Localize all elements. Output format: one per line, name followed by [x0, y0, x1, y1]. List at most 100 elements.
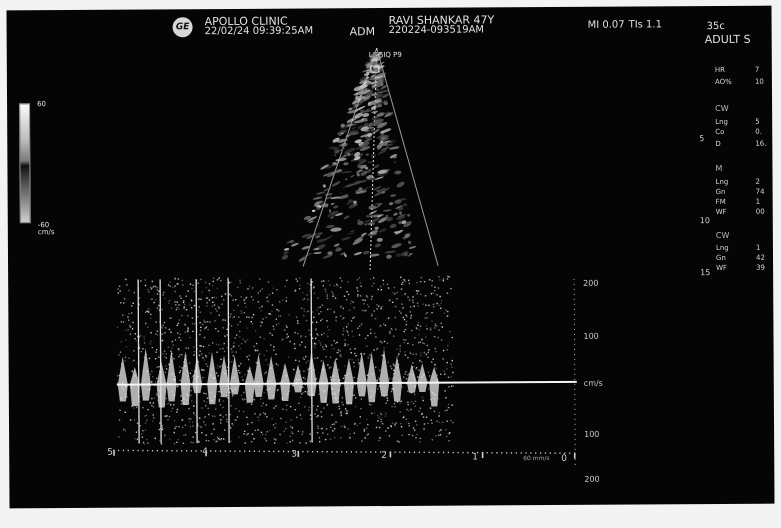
spectral-noise — [444, 390, 446, 392]
spectral-noise — [410, 408, 412, 411]
measurement-row: Gn 74 — [700, 188, 765, 196]
spectral-noise — [206, 401, 208, 403]
spectral-noise — [169, 404, 172, 406]
spectral-noise — [339, 355, 341, 357]
spectral-noise — [246, 356, 248, 358]
spectral-noise — [318, 440, 321, 443]
spectral-noise — [218, 344, 220, 346]
tissue-speckle — [350, 174, 355, 178]
spectral-noise — [307, 393, 309, 395]
spectral-noise — [232, 317, 234, 319]
spectral-noise — [289, 441, 292, 443]
spectral-noise — [226, 334, 229, 336]
time-axis-tick — [113, 449, 115, 456]
spectral-noise — [264, 437, 266, 440]
spectral-noise — [420, 293, 422, 296]
spectral-noise — [294, 347, 296, 350]
spectral-noise — [116, 382, 119, 384]
time-axis-tick — [379, 451, 382, 453]
time-axis-tick — [559, 452, 561, 454]
tissue-speckle — [337, 161, 340, 164]
spectral-noise — [313, 344, 316, 346]
spectral-noise — [218, 390, 220, 393]
tissue-speckle — [359, 84, 368, 89]
spectral-noise — [236, 416, 239, 418]
spectral-noise — [194, 323, 196, 325]
tissue-speckle — [346, 120, 352, 123]
tissue-speckle — [407, 254, 412, 257]
time-axis-tick — [491, 452, 493, 454]
spectral-noise — [173, 442, 176, 445]
spectral-noise — [232, 355, 234, 357]
spectral-noise — [398, 310, 401, 312]
spectral-noise — [260, 325, 262, 327]
spectral-noise — [427, 356, 429, 358]
spectral-noise — [354, 397, 357, 399]
spectral-noise — [187, 330, 189, 333]
tissue-speckle — [320, 164, 330, 170]
spectral-noise — [445, 435, 448, 438]
spectral-noise — [230, 361, 233, 363]
tissue-speckle — [375, 55, 380, 58]
spectral-noise — [205, 434, 207, 436]
spectral-noise — [311, 337, 314, 339]
time-axis-tick — [176, 450, 178, 452]
spectral-noise — [360, 285, 362, 287]
spectral-noise — [233, 315, 235, 318]
spectral-noise — [201, 369, 204, 371]
spectral-noise — [315, 343, 317, 345]
tissue-speckle — [378, 89, 390, 94]
spectral-noise — [345, 326, 348, 328]
time-axis-tick — [355, 451, 357, 453]
spectral-noise — [142, 441, 145, 444]
time-axis-tick — [292, 450, 294, 453]
tissue-speckle — [389, 194, 397, 197]
spectral-noise — [158, 304, 160, 307]
spectral-noise — [220, 358, 222, 361]
spectral-noise — [235, 334, 238, 336]
spectral-noise — [325, 438, 328, 441]
spectral-noise — [200, 345, 203, 347]
spectral-noise — [400, 288, 403, 290]
spectral-noise — [151, 280, 154, 283]
spectral-noise — [247, 423, 249, 425]
spectral-noise — [144, 422, 147, 424]
time-axis-tick — [210, 450, 212, 452]
spectral-noise — [127, 329, 129, 331]
spectral-noise — [217, 330, 219, 333]
spectral-noise — [285, 300, 288, 302]
tissue-speckle — [341, 170, 353, 174]
spectral-noise — [191, 322, 194, 325]
spectral-noise — [199, 311, 202, 313]
spectral-noise — [309, 290, 311, 292]
spectral-noise — [247, 358, 250, 361]
spectral-noise — [428, 304, 430, 307]
time-axis-tick — [530, 452, 532, 454]
spectral-noise — [223, 299, 225, 301]
time-axis-tick — [452, 451, 454, 454]
spectral-noise — [254, 330, 257, 332]
time-axis-tick — [248, 450, 251, 452]
spectral-noise — [155, 392, 157, 395]
spectral-noise — [135, 431, 138, 433]
spectral-noise — [216, 279, 219, 281]
spectral-noise — [355, 355, 357, 357]
spectral-noise — [168, 328, 171, 331]
spectral-noise — [375, 366, 377, 368]
spectral-noise — [403, 318, 406, 321]
spectral-noise — [215, 408, 217, 410]
tissue-speckle — [348, 131, 360, 136]
spectral-noise — [330, 376, 332, 378]
spectral-noise — [381, 423, 384, 425]
spectral-noise — [438, 276, 440, 278]
spectral-noise — [436, 420, 438, 422]
spectral-noise — [117, 292, 120, 294]
spectral-noise — [220, 419, 222, 421]
spectral-noise — [446, 315, 449, 318]
spectral-noise — [401, 283, 404, 285]
tissue-speckle — [363, 138, 373, 142]
tissue-speckle — [363, 108, 370, 113]
tissue-speckle — [371, 86, 376, 89]
spectral-noise — [320, 360, 323, 362]
spectral-noise — [243, 430, 246, 432]
